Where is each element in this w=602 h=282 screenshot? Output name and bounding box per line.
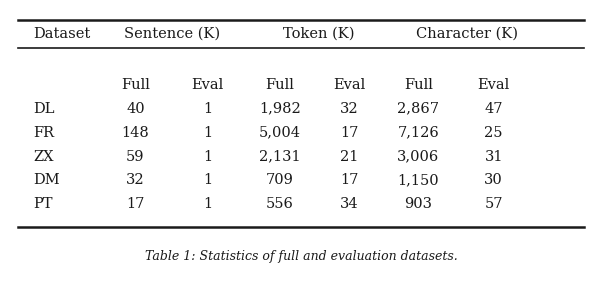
Text: Eval: Eval: [191, 78, 224, 92]
Text: Sentence (K): Sentence (K): [123, 27, 220, 41]
Text: FR: FR: [33, 125, 54, 140]
Text: Full: Full: [404, 78, 433, 92]
Text: 32: 32: [340, 102, 358, 116]
Text: 40: 40: [126, 102, 144, 116]
Text: 25: 25: [485, 125, 503, 140]
Text: PT: PT: [33, 197, 52, 212]
Text: 1,150: 1,150: [397, 173, 439, 188]
Text: 32: 32: [126, 173, 144, 188]
Text: Token (K): Token (K): [284, 27, 355, 41]
Text: 903: 903: [405, 197, 432, 212]
Text: 148: 148: [122, 125, 149, 140]
Text: 17: 17: [126, 197, 144, 212]
Text: 30: 30: [484, 173, 503, 188]
Text: 1: 1: [203, 102, 213, 116]
Text: ZX: ZX: [33, 149, 54, 164]
Text: DL: DL: [33, 102, 55, 116]
Text: 1: 1: [203, 125, 213, 140]
Text: Eval: Eval: [477, 78, 510, 92]
Text: 1: 1: [203, 149, 213, 164]
Text: Full: Full: [265, 78, 294, 92]
Text: 3,006: 3,006: [397, 149, 439, 164]
Text: 34: 34: [340, 197, 358, 212]
Text: Eval: Eval: [333, 78, 365, 92]
Text: 2,131: 2,131: [259, 149, 301, 164]
Text: 31: 31: [485, 149, 503, 164]
Text: 1: 1: [203, 173, 213, 188]
Text: 7,126: 7,126: [397, 125, 439, 140]
Text: 2,867: 2,867: [397, 102, 439, 116]
Text: Character (K): Character (K): [415, 27, 518, 41]
Text: 1,982: 1,982: [259, 102, 301, 116]
Text: Dataset: Dataset: [33, 27, 90, 41]
Text: DM: DM: [33, 173, 60, 188]
Text: 709: 709: [266, 173, 294, 188]
Text: 59: 59: [126, 149, 144, 164]
Text: 47: 47: [485, 102, 503, 116]
Text: 21: 21: [340, 149, 358, 164]
Text: Table 1: Statistics of full and evaluation datasets.: Table 1: Statistics of full and evaluati…: [144, 250, 458, 263]
Text: 57: 57: [485, 197, 503, 212]
Text: 5,004: 5,004: [259, 125, 301, 140]
Text: 17: 17: [340, 173, 358, 188]
Text: 556: 556: [266, 197, 294, 212]
Text: Full: Full: [121, 78, 150, 92]
Text: 1: 1: [203, 197, 213, 212]
Text: 17: 17: [340, 125, 358, 140]
